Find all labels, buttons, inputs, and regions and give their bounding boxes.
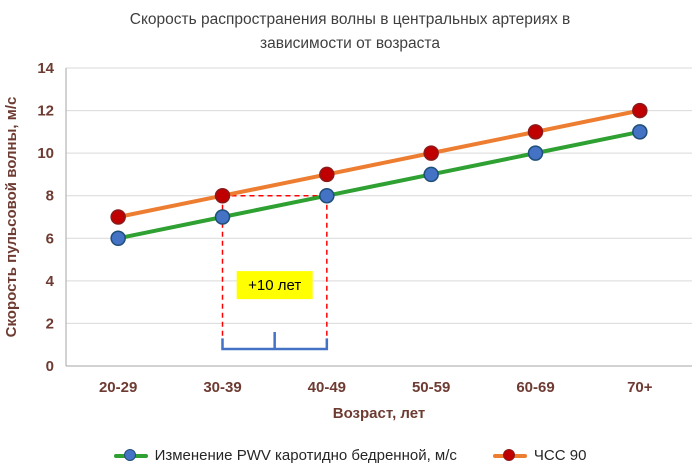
legend-label: Изменение PWV каротидно бедренной, м/с (154, 447, 457, 464)
x-tick-label: 20-29 (99, 379, 137, 396)
data-point-marker (423, 166, 439, 183)
x-axis-title: Возраст, лет (333, 405, 425, 422)
data-point-marker (632, 124, 648, 140)
legend-item: Изменение PWV каротидно бедренной, м/с (113, 447, 457, 464)
data-point-marker (214, 209, 231, 225)
data-point-marker (632, 102, 648, 119)
series-line-1 (116, 108, 642, 219)
legend-dot-icon (123, 449, 136, 461)
y-tick-label: 8 (46, 188, 54, 205)
data-point-marker (110, 209, 126, 225)
data-point-marker (214, 187, 231, 204)
plot-svg: 0 2 4 6 8 10 12 14 20-29 30-39 40-49 50-59 60-69 70+ В… (3, 60, 692, 422)
legend-item: ЧСС 90 (492, 447, 587, 464)
legend: Изменение PWV каротидно бедренной, м/с ЧС… (0, 447, 700, 464)
x-tick-label: 30-39 (203, 379, 241, 396)
data-point-marker (110, 230, 126, 247)
annotation-label-bg (236, 271, 313, 300)
y-tick-label: 4 (46, 273, 55, 290)
x-tick-label: 40-49 (308, 379, 346, 396)
chart-title-line1: Скорость распространения волны в централ… (129, 11, 571, 28)
brace-icon (221, 331, 329, 351)
data-point-marker (319, 166, 335, 183)
x-tick-label: 50-59 (412, 379, 450, 396)
data-point-marker (527, 145, 544, 161)
series-line-0 (116, 129, 642, 241)
y-tick-label: 12 (37, 103, 54, 120)
x-tick-label: 60-69 (516, 379, 554, 396)
x-tick-label: 70+ (627, 379, 653, 396)
y-tick-label: 14 (37, 60, 54, 77)
y-tick-label: 6 (46, 230, 54, 247)
legend-marker-icon (113, 448, 148, 463)
y-tick-label: 2 (46, 315, 54, 332)
y-axis-title: Скорость пульсовой волны, м/с (3, 97, 20, 338)
data-point-marker (423, 145, 439, 161)
chart-title: Скорость распространения волны в централ… (0, 8, 700, 56)
chart-title-line2: зависимости от возраста (260, 35, 440, 53)
y-tick-label: 0 (46, 358, 54, 375)
legend-label: ЧСС 90 (533, 447, 587, 464)
data-point-marker (319, 187, 335, 204)
legend-dot-icon (502, 449, 515, 461)
data-point-marker (527, 124, 544, 140)
legend-marker-icon (492, 448, 527, 463)
y-tick-label: 10 (37, 145, 54, 162)
annotation-label: +10 лет (248, 277, 301, 294)
